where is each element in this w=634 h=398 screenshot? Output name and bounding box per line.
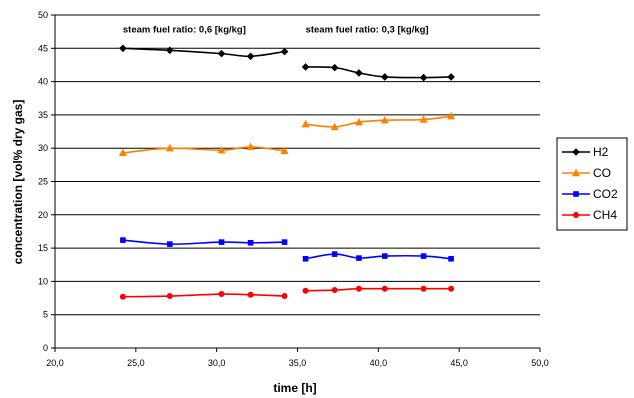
data-point-co: [330, 122, 339, 131]
y-tick-label: 50: [38, 10, 48, 20]
data-point-co2: [382, 253, 388, 259]
data-point-ch4: [420, 285, 427, 292]
y-tick-label: 10: [38, 276, 48, 286]
legend-marker-co: [572, 168, 580, 177]
data-point-h2: [419, 73, 428, 82]
data-point-h2: [280, 47, 289, 56]
annotation-text: steam fuel ratio: 0,3 [kg/kg]: [306, 24, 429, 35]
data-point-ch4: [247, 291, 254, 298]
series-line-h2: [305, 66, 452, 79]
data-point-co2: [281, 239, 288, 245]
data-point-h2: [217, 49, 226, 58]
data-point-co: [380, 116, 389, 124]
series-line-h2: [122, 47, 285, 58]
data-point-co: [118, 148, 127, 157]
data-point-ch4: [119, 293, 126, 300]
data-point-h2: [165, 46, 174, 55]
axes: 0 5 10 15 20 25 30 35 40 45 50 20,0 25,0 30,0 35,0 40,0…: [38, 10, 549, 368]
legend-label-h2: H2: [593, 145, 609, 159]
data-point-ch4: [355, 285, 362, 292]
data-point-co: [419, 115, 428, 123]
data-point-ch4: [281, 293, 288, 300]
data-point-co2: [331, 251, 338, 257]
data-point-co2: [166, 241, 173, 247]
data-point-co: [165, 144, 174, 152]
data-point-ch4: [381, 285, 388, 292]
series-line-ch4: [305, 287, 452, 292]
legend-label-ch4: CH4: [593, 208, 617, 222]
series-line-co2: [305, 253, 452, 260]
series-ch4: [119, 285, 455, 300]
data-point-co: [246, 142, 255, 151]
y-tick-label: 0: [43, 343, 48, 353]
y-tick-label: 20: [38, 210, 48, 220]
y-axis-title: concentration [vol% dry gas]: [11, 100, 25, 265]
series-co: [118, 112, 456, 157]
y-tick-label: 30: [38, 143, 48, 153]
series-line-co2: [122, 239, 285, 245]
series-group: [118, 44, 456, 300]
data-point-co2: [420, 253, 427, 259]
annotation-text: steam fuel ratio: 0,6 [kg/kg]: [123, 24, 246, 35]
x-tick-label: 40,0: [370, 358, 388, 368]
x-tick-label: 30,0: [208, 358, 226, 368]
series-line-co: [305, 115, 452, 128]
legend: H2 CO CO2 CH4: [556, 137, 628, 231]
legend-marker-co2: [573, 191, 579, 197]
data-point-ch4: [166, 293, 173, 300]
data-point-h2: [119, 44, 127, 53]
x-tick-label: 20,0: [46, 358, 64, 368]
data-point-co: [217, 145, 226, 154]
data-point-ch4: [218, 291, 225, 298]
data-point-ch4: [448, 285, 455, 292]
y-tick-label: 5: [43, 310, 48, 320]
x-tick-label: 50,0: [531, 358, 549, 368]
x-tick-label: 45,0: [450, 358, 468, 368]
legend-marker-ch4: [573, 212, 579, 218]
x-axis-title: time [h]: [273, 381, 316, 395]
y-tick-label: 45: [38, 43, 48, 53]
x-tick-label: 25,0: [127, 358, 145, 368]
data-point-co: [447, 112, 456, 120]
data-point-co2: [218, 239, 225, 245]
gridlines: [55, 14, 540, 316]
data-point-h2: [246, 52, 255, 61]
data-point-h2: [355, 69, 363, 77]
data-point-co: [354, 118, 363, 126]
y-tick-label: 40: [38, 77, 48, 87]
legend-label-co2: CO2: [593, 187, 618, 201]
y-tick-label: 15: [38, 243, 48, 253]
data-point-h2: [381, 73, 389, 81]
data-point-co: [301, 120, 310, 128]
data-point-co2: [302, 255, 309, 262]
y-tick-label: 35: [38, 110, 48, 120]
data-point-co2: [247, 239, 254, 246]
series-co2: [120, 237, 454, 262]
legend-label-co: CO: [593, 166, 611, 180]
x-tick-label: 35,0: [289, 358, 307, 368]
legend-marker-h2: [572, 148, 580, 156]
data-point-co: [280, 146, 289, 155]
data-point-h2: [301, 63, 310, 71]
data-point-h2: [330, 63, 339, 72]
annotations: steam fuel ratio: 0,6 [kg/kg] steam fuel …: [123, 24, 429, 35]
series-h2: [119, 44, 455, 82]
data-point-co2: [448, 255, 454, 262]
data-point-ch4: [331, 287, 338, 294]
y-tick-label: 25: [38, 177, 48, 187]
series-line-ch4: [122, 293, 285, 298]
data-point-co2: [120, 237, 126, 243]
data-point-ch4: [302, 287, 309, 294]
data-point-h2: [447, 73, 455, 81]
data-point-co2: [356, 255, 362, 261]
